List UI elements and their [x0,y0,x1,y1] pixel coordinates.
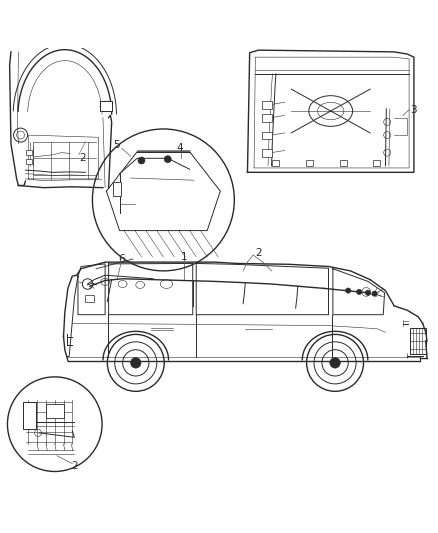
Text: 5: 5 [113,140,120,150]
Circle shape [164,156,171,163]
FancyBboxPatch shape [262,114,272,122]
Text: 4: 4 [177,143,183,154]
FancyBboxPatch shape [262,101,272,109]
FancyBboxPatch shape [23,402,36,429]
Circle shape [346,288,351,293]
FancyBboxPatch shape [26,159,32,164]
Text: 1: 1 [180,252,187,262]
Circle shape [372,291,377,296]
Text: 3: 3 [410,104,417,115]
Text: 2: 2 [71,461,78,471]
Circle shape [357,289,362,295]
FancyBboxPatch shape [339,159,346,166]
FancyBboxPatch shape [26,150,32,155]
FancyBboxPatch shape [306,159,313,166]
FancyBboxPatch shape [373,159,380,166]
FancyBboxPatch shape [46,405,64,418]
Text: 6: 6 [118,254,125,264]
Circle shape [330,358,340,368]
Circle shape [138,157,145,164]
Text: 2: 2 [80,153,86,163]
FancyBboxPatch shape [262,149,272,157]
FancyBboxPatch shape [272,159,279,166]
FancyBboxPatch shape [100,101,112,111]
FancyBboxPatch shape [85,295,94,302]
FancyBboxPatch shape [262,132,272,140]
Text: 2: 2 [255,248,262,259]
FancyBboxPatch shape [113,182,121,196]
Circle shape [365,290,371,295]
Circle shape [131,358,141,368]
